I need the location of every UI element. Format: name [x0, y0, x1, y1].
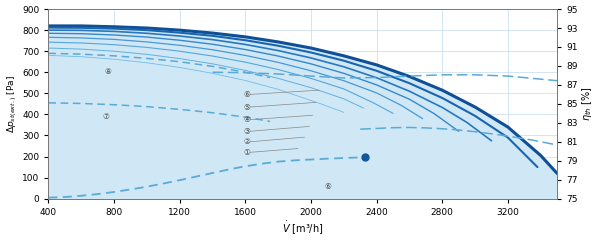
- Text: ⑦: ⑦: [103, 112, 109, 121]
- Text: ③: ③: [244, 127, 250, 136]
- Y-axis label: $\Delta p_{st(ext.)}$ [Pa]: $\Delta p_{st(ext.)}$ [Pa]: [5, 75, 19, 133]
- Text: ⑤: ⑤: [244, 103, 250, 112]
- X-axis label: $\dot{V}$ [m³/h]: $\dot{V}$ [m³/h]: [282, 219, 323, 236]
- Text: ②: ②: [244, 137, 250, 146]
- Text: ①: ①: [244, 148, 250, 157]
- Text: ⑧: ⑧: [104, 67, 111, 76]
- Text: ⑥: ⑥: [244, 90, 250, 99]
- Y-axis label: $\eta_{th}$ [%]: $\eta_{th}$ [%]: [580, 87, 595, 121]
- Text: ⑥: ⑥: [324, 182, 331, 190]
- Text: ④: ④: [244, 115, 250, 124]
